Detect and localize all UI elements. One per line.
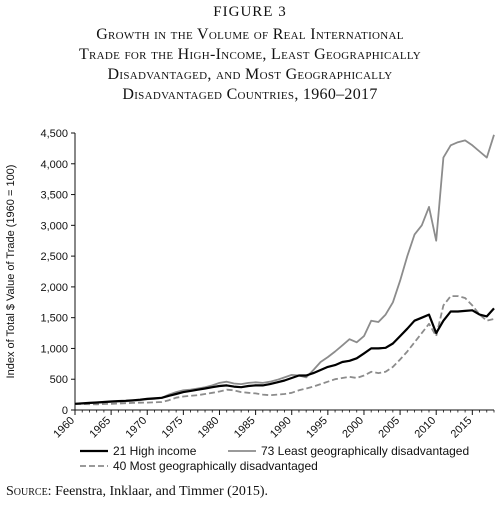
x-tick-label: 1995 [304, 415, 330, 441]
title-line-1: Growth in the Volume of Real Internation… [96, 26, 404, 43]
legend-label-2: 73 Least geographically disadvantaged [261, 444, 469, 458]
y-tick-label: 1,000 [40, 343, 68, 355]
series-line-1 [74, 307, 495, 405]
x-tick-label: 2005 [376, 415, 402, 441]
x-tick-label: 2015 [449, 415, 475, 441]
y-tick-label: 2,500 [40, 251, 68, 263]
y-tick-label: 3,500 [40, 190, 68, 202]
y-tick-label: 2,000 [40, 282, 68, 294]
y-tick-label: 4,000 [40, 159, 68, 171]
x-tick-label: 1975 [160, 415, 186, 441]
y-tick-label: 3,000 [40, 220, 68, 232]
series-lines [74, 134, 495, 406]
series-line-2 [74, 134, 495, 405]
y-tick-label: 4,500 [40, 128, 68, 140]
y-tick-label: 0 [62, 405, 68, 417]
source-text: Feenstra, Inklaar, and Timmer (2015). [51, 484, 268, 499]
legend-label-3: 40 Most geographically disadvantaged [113, 459, 318, 473]
y-tick-label: 1,500 [40, 313, 68, 325]
source-lead: Source: [6, 484, 52, 499]
figure-label: FIGURE 3 [213, 4, 287, 20]
legend-label-1: 21 High income [113, 444, 197, 458]
x-tick-label: 1990 [268, 415, 294, 441]
x-tick-label: 1985 [232, 415, 258, 441]
x-tick-label: 1970 [124, 415, 150, 441]
x-tick-label: 1980 [196, 415, 222, 441]
source-note: Source: Feenstra, Inklaar, and Timmer (2… [6, 484, 268, 500]
x-tick-label: 1965 [87, 415, 113, 441]
legend: 21 High income 73 Least geographically di… [80, 444, 469, 473]
x-tick-label: 2000 [340, 415, 366, 441]
series-line-3 [74, 295, 495, 406]
chart-title: Growth in the Volume of Real Internation… [10, 25, 490, 105]
x-tick-label: 2010 [413, 415, 439, 441]
y-tick-label: 500 [50, 374, 68, 386]
title-line-4: Disadvantaged Countries, 1960–2017 [122, 86, 378, 103]
title-line-3: Disadvantaged, and Most Geographically [107, 66, 393, 83]
y-axis-label: Index of Total $ Value of Trade (1960 = … [5, 165, 17, 379]
title-line-2: Trade for the High-Income, Least Geograp… [78, 46, 422, 63]
x-tick-label: 1960 [51, 415, 77, 441]
